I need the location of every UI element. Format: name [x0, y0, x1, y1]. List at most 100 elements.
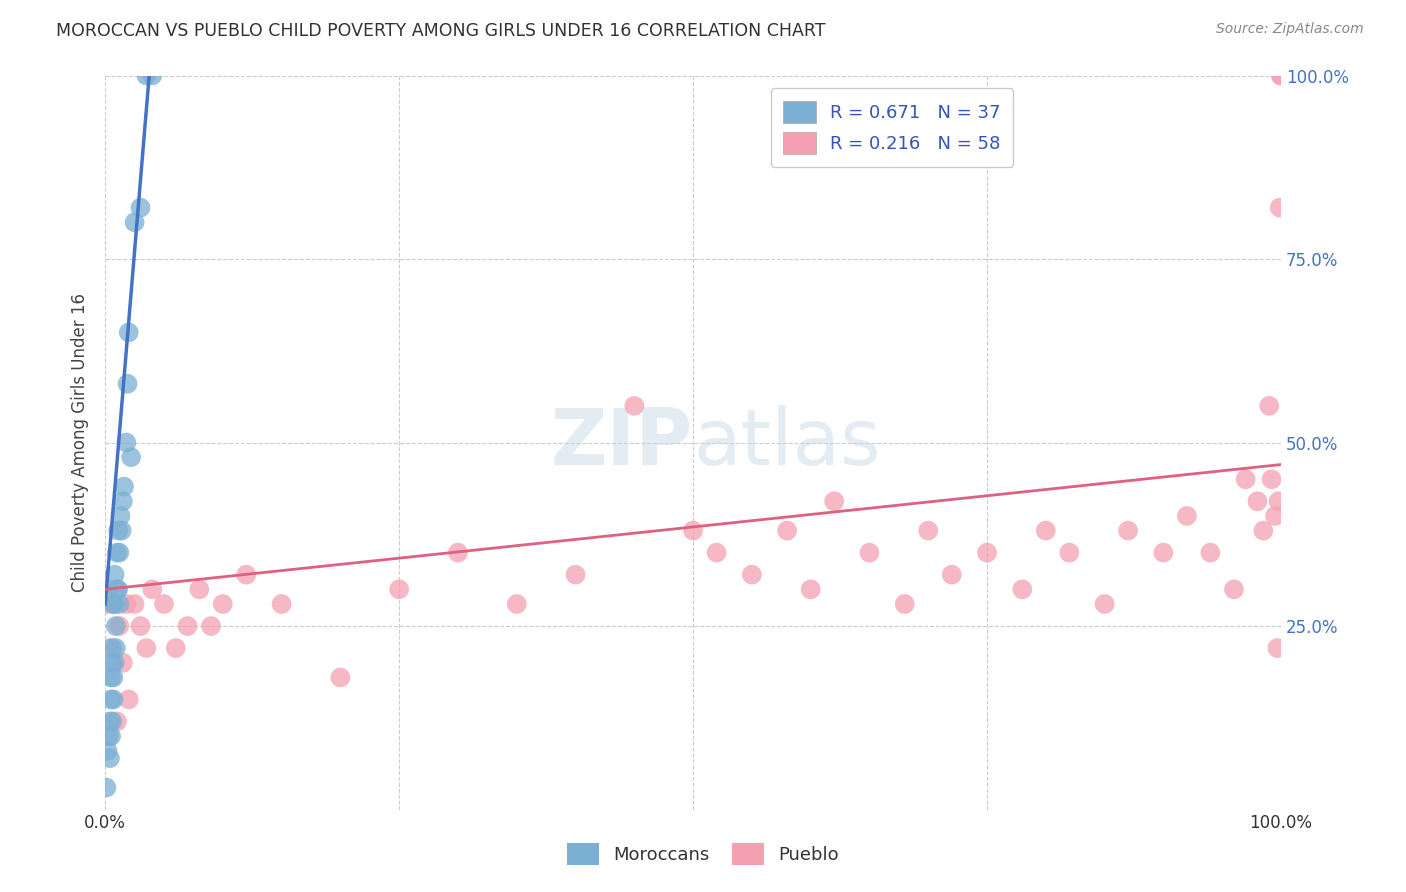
- Point: [104, 641, 127, 656]
- Point: [1175, 508, 1198, 523]
- Point: [129, 619, 152, 633]
- Point: [104, 619, 127, 633]
- Point: [200, 619, 222, 633]
- Point: [117, 376, 139, 391]
- Point: [105, 582, 128, 597]
- Point: [120, 450, 142, 465]
- Point: [108, 619, 131, 633]
- Point: [447, 546, 470, 560]
- Point: [1268, 201, 1291, 215]
- Point: [211, 597, 233, 611]
- Point: [893, 597, 915, 611]
- Point: [823, 494, 845, 508]
- Point: [101, 641, 124, 656]
- Point: [111, 494, 134, 508]
- Point: [1152, 546, 1174, 560]
- Text: atlas: atlas: [693, 405, 880, 481]
- Point: [1264, 508, 1286, 523]
- Point: [98, 714, 121, 729]
- Point: [235, 567, 257, 582]
- Point: [188, 582, 211, 597]
- Point: [858, 546, 880, 560]
- Point: [115, 597, 138, 611]
- Point: [1246, 494, 1268, 508]
- Point: [329, 670, 352, 684]
- Point: [1094, 597, 1116, 611]
- Point: [110, 508, 132, 523]
- Point: [1035, 524, 1057, 538]
- Point: [107, 524, 129, 538]
- Point: [101, 714, 124, 729]
- Point: [98, 751, 121, 765]
- Legend: R = 0.671   N = 37, R = 0.216   N = 58: R = 0.671 N = 37, R = 0.216 N = 58: [770, 88, 1014, 167]
- Point: [100, 729, 122, 743]
- Point: [917, 524, 939, 538]
- Point: [776, 524, 799, 538]
- Point: [1116, 524, 1139, 538]
- Point: [105, 546, 128, 560]
- Point: [111, 656, 134, 670]
- Legend: Moroccans, Pueblo: Moroccans, Pueblo: [558, 834, 848, 874]
- Point: [564, 567, 586, 582]
- Point: [105, 714, 128, 729]
- Point: [976, 546, 998, 560]
- Point: [682, 524, 704, 538]
- Point: [1253, 524, 1275, 538]
- Point: [1260, 472, 1282, 486]
- Point: [124, 215, 146, 229]
- Text: Source: ZipAtlas.com: Source: ZipAtlas.com: [1216, 22, 1364, 37]
- Point: [107, 582, 129, 597]
- Point: [118, 326, 141, 340]
- Point: [141, 582, 163, 597]
- Point: [97, 729, 120, 743]
- Point: [153, 597, 176, 611]
- Point: [800, 582, 823, 597]
- Point: [1059, 546, 1081, 560]
- Point: [176, 619, 198, 633]
- Point: [1223, 582, 1246, 597]
- Point: [623, 399, 645, 413]
- Point: [97, 582, 120, 597]
- Point: [1011, 582, 1033, 597]
- Point: [124, 597, 146, 611]
- Point: [112, 479, 135, 493]
- Point: [100, 692, 122, 706]
- Point: [101, 597, 124, 611]
- Point: [1258, 399, 1281, 413]
- Point: [941, 567, 963, 582]
- Point: [388, 582, 411, 597]
- Point: [1199, 546, 1222, 560]
- Point: [103, 692, 125, 706]
- Point: [96, 597, 118, 611]
- Point: [741, 567, 763, 582]
- Point: [98, 641, 121, 656]
- Point: [108, 597, 131, 611]
- Point: [104, 597, 127, 611]
- Point: [103, 670, 125, 684]
- Y-axis label: Child Poverty Among Girls Under 16: Child Poverty Among Girls Under 16: [72, 293, 89, 592]
- Point: [270, 597, 292, 611]
- Point: [115, 435, 138, 450]
- Point: [1267, 494, 1289, 508]
- Text: ZIP: ZIP: [551, 405, 693, 481]
- Point: [1270, 69, 1292, 83]
- Point: [1270, 69, 1292, 83]
- Point: [108, 546, 131, 560]
- Point: [101, 656, 124, 670]
- Point: [96, 780, 118, 795]
- Point: [104, 567, 127, 582]
- Point: [165, 641, 187, 656]
- Point: [111, 524, 134, 538]
- Point: [135, 641, 157, 656]
- Point: [1267, 641, 1289, 656]
- Point: [97, 744, 120, 758]
- Point: [1234, 472, 1257, 486]
- Point: [135, 69, 157, 83]
- Point: [141, 69, 163, 83]
- Point: [506, 597, 529, 611]
- Point: [100, 670, 122, 684]
- Point: [103, 597, 125, 611]
- Point: [129, 201, 152, 215]
- Point: [706, 546, 728, 560]
- Point: [104, 656, 127, 670]
